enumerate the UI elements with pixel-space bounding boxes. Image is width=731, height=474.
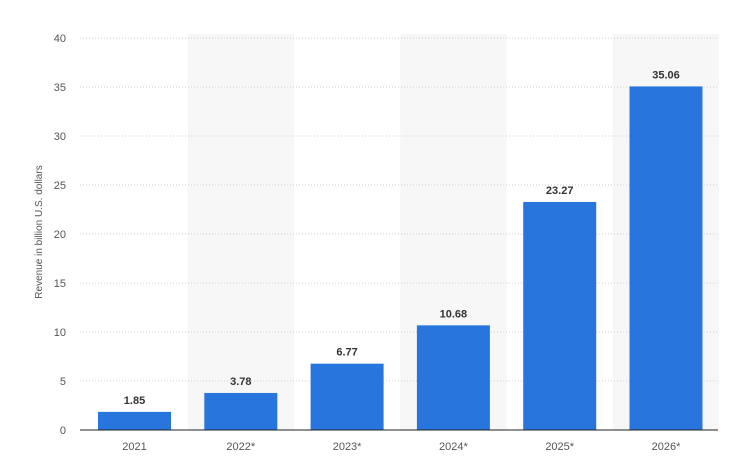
data-label: 6.77 — [336, 347, 357, 359]
y-tick-label: 20 — [54, 229, 66, 241]
gridlines — [80, 37, 718, 382]
data-labels: 1.85 3.78 6.77 10.68 23.27 35.06 — [124, 69, 680, 406]
data-label: 10.68 — [440, 308, 468, 320]
data-label: 3.78 — [230, 376, 251, 388]
bar[interactable] — [310, 363, 384, 430]
y-tick-label: 5 — [60, 376, 66, 388]
category-band — [187, 34, 294, 430]
y-tick-label: 15 — [54, 278, 66, 290]
y-tick-label: 40 — [54, 33, 66, 45]
bar[interactable] — [416, 325, 490, 430]
y-tick-label: 0 — [60, 425, 66, 437]
x-tick-label: 2026* — [652, 441, 681, 453]
bar[interactable] — [629, 86, 703, 431]
x-tick-label: 2022* — [226, 441, 255, 453]
x-tick-label: 2024* — [439, 441, 468, 453]
y-tick-label: 10 — [54, 327, 66, 339]
y-tick-label: 35 — [54, 82, 66, 94]
x-tick-label: 2023* — [333, 441, 362, 453]
bar[interactable] — [98, 411, 171, 430]
y-tick-label: 25 — [54, 180, 66, 192]
data-label: 23.27 — [546, 185, 574, 197]
data-label: 35.06 — [652, 69, 680, 81]
x-tick-label: 2025* — [545, 441, 574, 453]
bar[interactable] — [523, 201, 597, 430]
y-tick-label: 30 — [54, 131, 66, 143]
y-axis-title: Revenue in billion U.S. dollars — [34, 165, 45, 298]
y-axis-ticks: 0 5 10 15 20 25 30 35 40 — [54, 33, 66, 437]
data-label: 1.85 — [124, 395, 145, 407]
bars — [98, 86, 703, 431]
x-tick-label: 2021 — [122, 441, 146, 453]
bar[interactable] — [204, 392, 278, 430]
x-axis-ticks: 2021 2022* 2023* 2024* 2025* 2026* — [122, 441, 681, 453]
